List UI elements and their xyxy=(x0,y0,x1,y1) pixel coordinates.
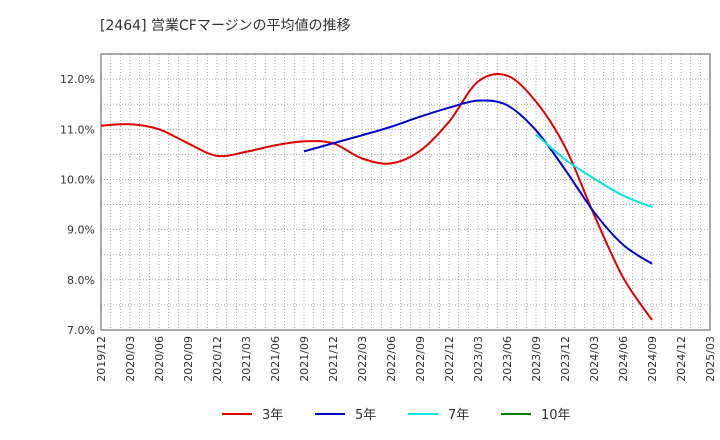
x-tick-label: 2019/12 xyxy=(95,336,108,382)
x-tick-label: 2020/03 xyxy=(124,336,137,382)
y-tick-label: 11.0% xyxy=(60,123,95,136)
x-tick-label: 2024/06 xyxy=(617,336,630,382)
x-tick-label: 2021/12 xyxy=(327,336,340,382)
x-tick-label: 2022/12 xyxy=(443,336,456,382)
chart-title: [2464] 営業CFマージンの平均値の推移 xyxy=(100,18,351,34)
series-line-1 xyxy=(303,99,653,265)
plot-background xyxy=(101,54,710,330)
x-tick-label: 2021/06 xyxy=(269,336,282,382)
x-tick-label: 2024/09 xyxy=(646,336,659,382)
legend-label-2: 7年 xyxy=(448,408,469,423)
x-tick-label: 2024/12 xyxy=(675,336,688,382)
y-tick-label: 10.0% xyxy=(60,173,95,186)
x-tick-label: 2021/09 xyxy=(298,336,311,382)
series-line-2 xyxy=(535,133,653,208)
x-tick-label: 2020/09 xyxy=(182,336,195,382)
x-tick-label: 2025/03 xyxy=(704,336,717,382)
legend: 3年 5年 7年 10年 xyxy=(222,408,571,423)
x-tick-label: 2023/09 xyxy=(530,336,543,382)
y-tick-label: 9.0% xyxy=(67,224,95,237)
legend-label-3: 10年 xyxy=(541,408,571,423)
legend-label-1: 5年 xyxy=(355,408,376,423)
series-line-0 xyxy=(100,72,653,321)
x-tick-label: 2020/06 xyxy=(153,336,166,382)
x-tick-label: 2022/03 xyxy=(356,336,369,382)
x-tick-label: 2023/06 xyxy=(501,336,514,382)
y-tick-label: 8.0% xyxy=(67,274,95,287)
x-tick-label: 2020/12 xyxy=(211,336,224,382)
legend-label-0: 3年 xyxy=(262,408,283,423)
x-tick-label: 2023/03 xyxy=(472,336,485,382)
plot-frame xyxy=(100,53,711,331)
plot-area: 7.0% 8.0% 9.0% 10.0% 11.0% 12.0% 2019/12 2020/0… xyxy=(60,53,717,382)
x-tick-label: 2022/09 xyxy=(414,336,427,382)
x-tick-label: 2022/06 xyxy=(385,336,398,382)
y-tick-label: 7.0% xyxy=(67,324,95,337)
x-tick-label: 2021/03 xyxy=(240,336,253,382)
x-tick-label: 2024/03 xyxy=(588,336,601,382)
x-tick-label: 2023/12 xyxy=(559,336,572,382)
y-tick-label: 12.0% xyxy=(60,73,95,86)
